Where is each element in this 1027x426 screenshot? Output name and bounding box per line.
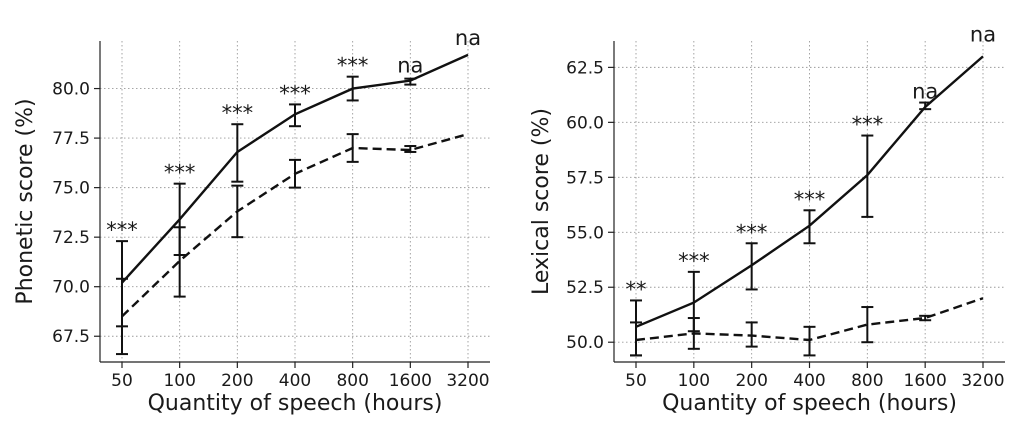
x-tick-label: 200 [221,371,253,391]
significance-annotation: *** [164,161,196,185]
significance-annotation: *** [222,101,254,125]
y-tick-label: 60.0 [566,113,604,133]
error-bar [404,145,417,153]
x-tick-label: 800 [851,371,883,391]
significance-annotation: *** [852,113,884,137]
x-tick-label: 3200 [446,371,489,391]
error-bar [861,306,874,344]
x-tick-label: 50 [111,371,133,391]
significance-annotation: na [397,54,423,78]
significance-annotation: *** [279,81,311,105]
significance-annotation: *** [794,187,826,211]
error-bar [687,317,700,350]
y-tick-label: 50.0 [566,333,604,353]
error-bar [861,134,874,218]
y-tick-label: 75.0 [52,179,90,199]
error-bar [173,226,186,298]
x-tick-label: 1600 [389,371,432,391]
y-tick-label: 55.0 [566,223,604,243]
x-tick-label: 100 [163,371,195,391]
y-axis-label: Phonetic score (%) [13,98,38,304]
y-tick-label: 70.0 [52,278,90,298]
y-tick-label: 62.5 [566,58,604,78]
significance-annotation: na [912,80,938,104]
y-tick-label: 77.5 [52,129,90,149]
y-tick-label: 67.5 [52,327,90,347]
significance-annotation: na [455,26,481,50]
error-bar [919,314,932,322]
y-tick-label: 57.5 [566,168,604,188]
significance-annotation: na [970,22,996,46]
error-bar [231,184,244,239]
x-tick-label: 400 [279,371,311,391]
x-axis-label: Quantity of speech (hours) [662,391,957,416]
y-axis-label: Lexical score (%) [529,108,554,295]
x-tick-label: 800 [336,371,368,391]
error-bar [346,75,359,102]
y-tick-label: 72.5 [52,228,90,248]
error-bar [630,321,642,357]
x-tick-label: 1600 [904,371,947,391]
lexical-score-panel: 50 100 200 400 800 1600 3200 50.0 52.5 55.0 57.5 60… [529,22,1005,416]
x-tick-label: 3200 [961,371,1004,391]
x-axis-label: Quantity of speech (hours) [148,391,443,416]
y-tick-label: 80.0 [52,80,90,100]
error-bar [346,133,359,163]
error-bar [803,325,816,357]
x-tick-label: 50 [625,371,647,391]
x-tick-label: 100 [678,371,710,391]
error-bar [745,242,758,291]
error-bar [745,321,758,348]
error-bar [289,158,301,189]
error-bar [289,103,301,128]
error-bar [116,277,128,356]
error-bar [404,77,417,86]
y-tick-label: 52.5 [566,278,604,298]
significance-annotation: *** [106,218,138,242]
phonetic-score-panel: 50 100 200 400 800 1600 3200 67.5 70.0 72.5 75.0 77… [13,26,490,416]
significance-annotation: *** [678,249,710,273]
error-bar [803,209,816,245]
error-bar [231,123,244,183]
error-bar [919,101,932,111]
significance-annotation: ** [626,277,647,301]
significance-annotation: *** [736,220,768,244]
x-tick-label: 400 [793,371,825,391]
x-tick-label: 200 [735,371,767,391]
significance-annotation: *** [337,54,369,78]
